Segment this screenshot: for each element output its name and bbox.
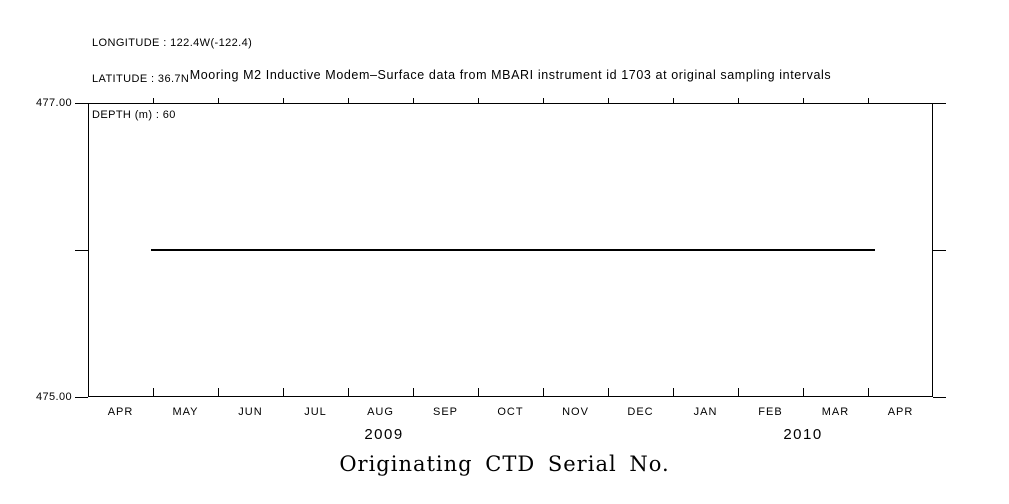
metadata-block: LONGITUDE : 122.4W(-122.4) LATITUDE : 36… [92,13,252,145]
x-tick-top [738,98,739,103]
x-axis-month-label: MAR [821,406,850,418]
x-axis-month-label: AUG [367,406,394,418]
x-tick-top [153,98,154,103]
x-axis-year-label-2010: 2010 [783,426,823,443]
y-tick-right [933,397,946,398]
x-axis-month-label: SEP [432,406,458,418]
y-tick-right [933,103,946,104]
x-tick-top [868,98,869,103]
x-tick-bottom [543,388,544,396]
longitude-label: LONGITUDE : 122.4W(-122.4) [92,37,253,49]
x-tick-top [478,98,479,103]
x-tick-bottom [153,388,154,396]
series-line [151,249,875,251]
x-axis-month-label: JAN [693,406,718,418]
x-axis-month-label: MAY [172,406,199,418]
x-tick-top [218,98,219,103]
x-tick-top [413,98,414,103]
x-axis-month-label: APR [107,406,134,418]
x-axis-month-label: FEB [758,406,783,418]
x-tick-top [803,98,804,103]
x-tick-bottom [803,388,804,396]
y-tick-left [75,250,88,251]
x-tick-bottom [218,388,219,396]
x-tick-bottom [608,388,609,396]
x-tick-bottom [283,388,284,396]
x-axis-month-label: JUN [238,406,263,418]
x-tick-bottom [413,388,414,396]
y-tick-left [75,103,88,104]
y-tick-right [933,250,946,251]
chart-title: Mooring M2 Inductive Modem–Surface data … [189,68,832,82]
x-axis-month-label: JUL [304,406,327,418]
y-axis-tick-label-min: 475.00 [35,391,72,403]
plot-frame [88,103,933,397]
x-tick-bottom [673,388,674,396]
latitude-label: LATITUDE : 36.7N [92,73,190,85]
x-axis-month-label: NOV [562,406,589,418]
x-axis-month-label: DEC [627,406,654,418]
depth-label: DEPTH (m) : 60 [92,109,176,121]
x-tick-top [283,98,284,103]
x-tick-top [348,98,349,103]
y-axis-tick-label-max: 477.00 [35,97,72,109]
x-axis-month-label: OCT [497,406,524,418]
x-tick-bottom [478,388,479,396]
x-tick-top [608,98,609,103]
x-axis-month-label: APR [887,406,914,418]
x-tick-bottom [348,388,349,396]
x-axis-bottom-title: Originating CTD Serial No. [339,452,670,476]
x-tick-top [673,98,674,103]
y-tick-left [75,397,88,398]
x-tick-bottom [868,388,869,396]
x-tick-bottom [738,388,739,396]
x-axis-year-label-2009: 2009 [364,426,404,443]
x-tick-top [543,98,544,103]
